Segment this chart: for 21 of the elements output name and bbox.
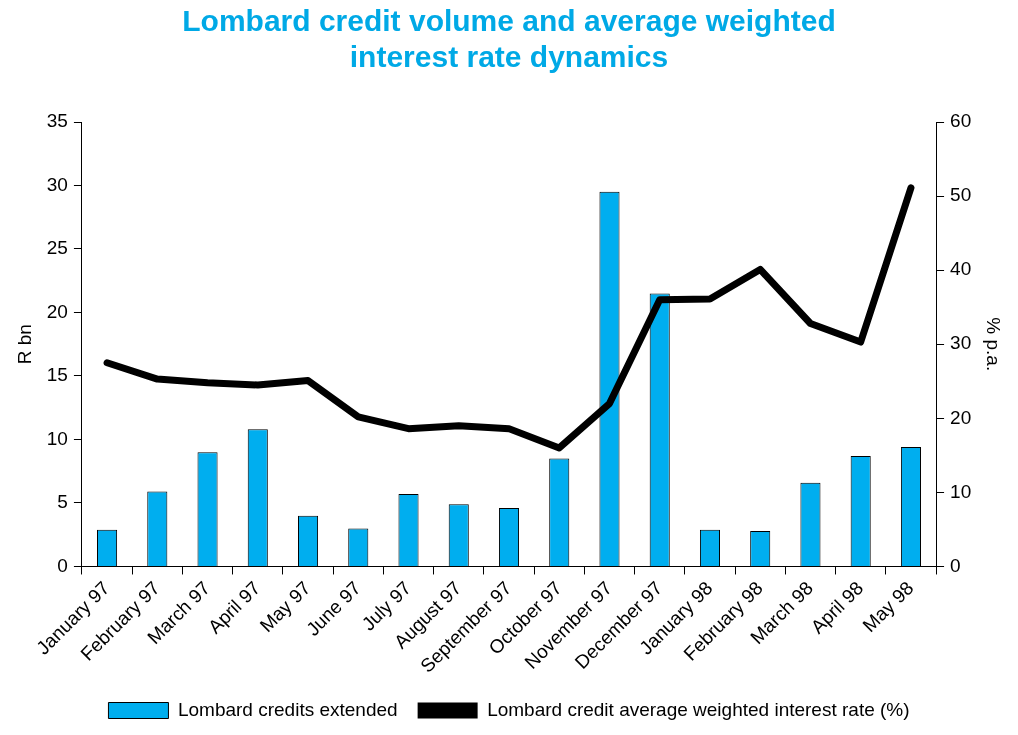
text: Lombard credit volume and average weighted [182, 4, 836, 38]
legend-label: Lombard credit average weighted interest rate (%) [487, 698, 910, 720]
text: interest rate dynamics [349, 40, 669, 74]
y2-tick-label: 10 [950, 480, 972, 502]
y2-tick-label: 50 [950, 184, 972, 206]
y-axis-title: R bn [13, 324, 35, 365]
legend-label: Lombard credits extended [177, 698, 398, 720]
y-tick-label: 35 [46, 110, 68, 132]
y2-tick-label: 60 [950, 110, 972, 132]
y2-tick-label: 20 [950, 406, 972, 428]
y-tick-label: 10 [46, 427, 68, 449]
y-tick-label: 20 [46, 300, 68, 322]
y2-tick-label: 40 [950, 258, 972, 280]
y2-tick-label: 0 [950, 554, 961, 576]
y-tick-label: 5 [57, 491, 68, 513]
y-tick-label: 30 [46, 173, 68, 195]
y2-tick-label: 30 [950, 332, 972, 354]
y-tick-label: 15 [46, 364, 68, 386]
y-tick-label: 25 [46, 237, 68, 259]
y-tick-label: 0 [57, 554, 68, 576]
y2-axis-title: % p.a. [983, 317, 1005, 372]
